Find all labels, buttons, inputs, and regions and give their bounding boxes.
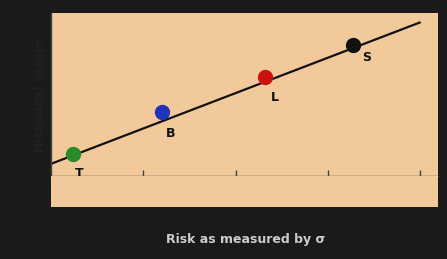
- Y-axis label: Historical return: Historical return: [34, 37, 47, 152]
- Point: [70, 152, 77, 156]
- Text: T: T: [76, 167, 84, 179]
- Point: [350, 43, 357, 47]
- Text: L: L: [270, 91, 278, 104]
- Text: B: B: [165, 127, 175, 140]
- Text: Risk as measured by σ: Risk as measured by σ: [166, 233, 325, 246]
- Text: S: S: [363, 51, 371, 64]
- Point: [158, 110, 165, 114]
- Point: [261, 75, 269, 79]
